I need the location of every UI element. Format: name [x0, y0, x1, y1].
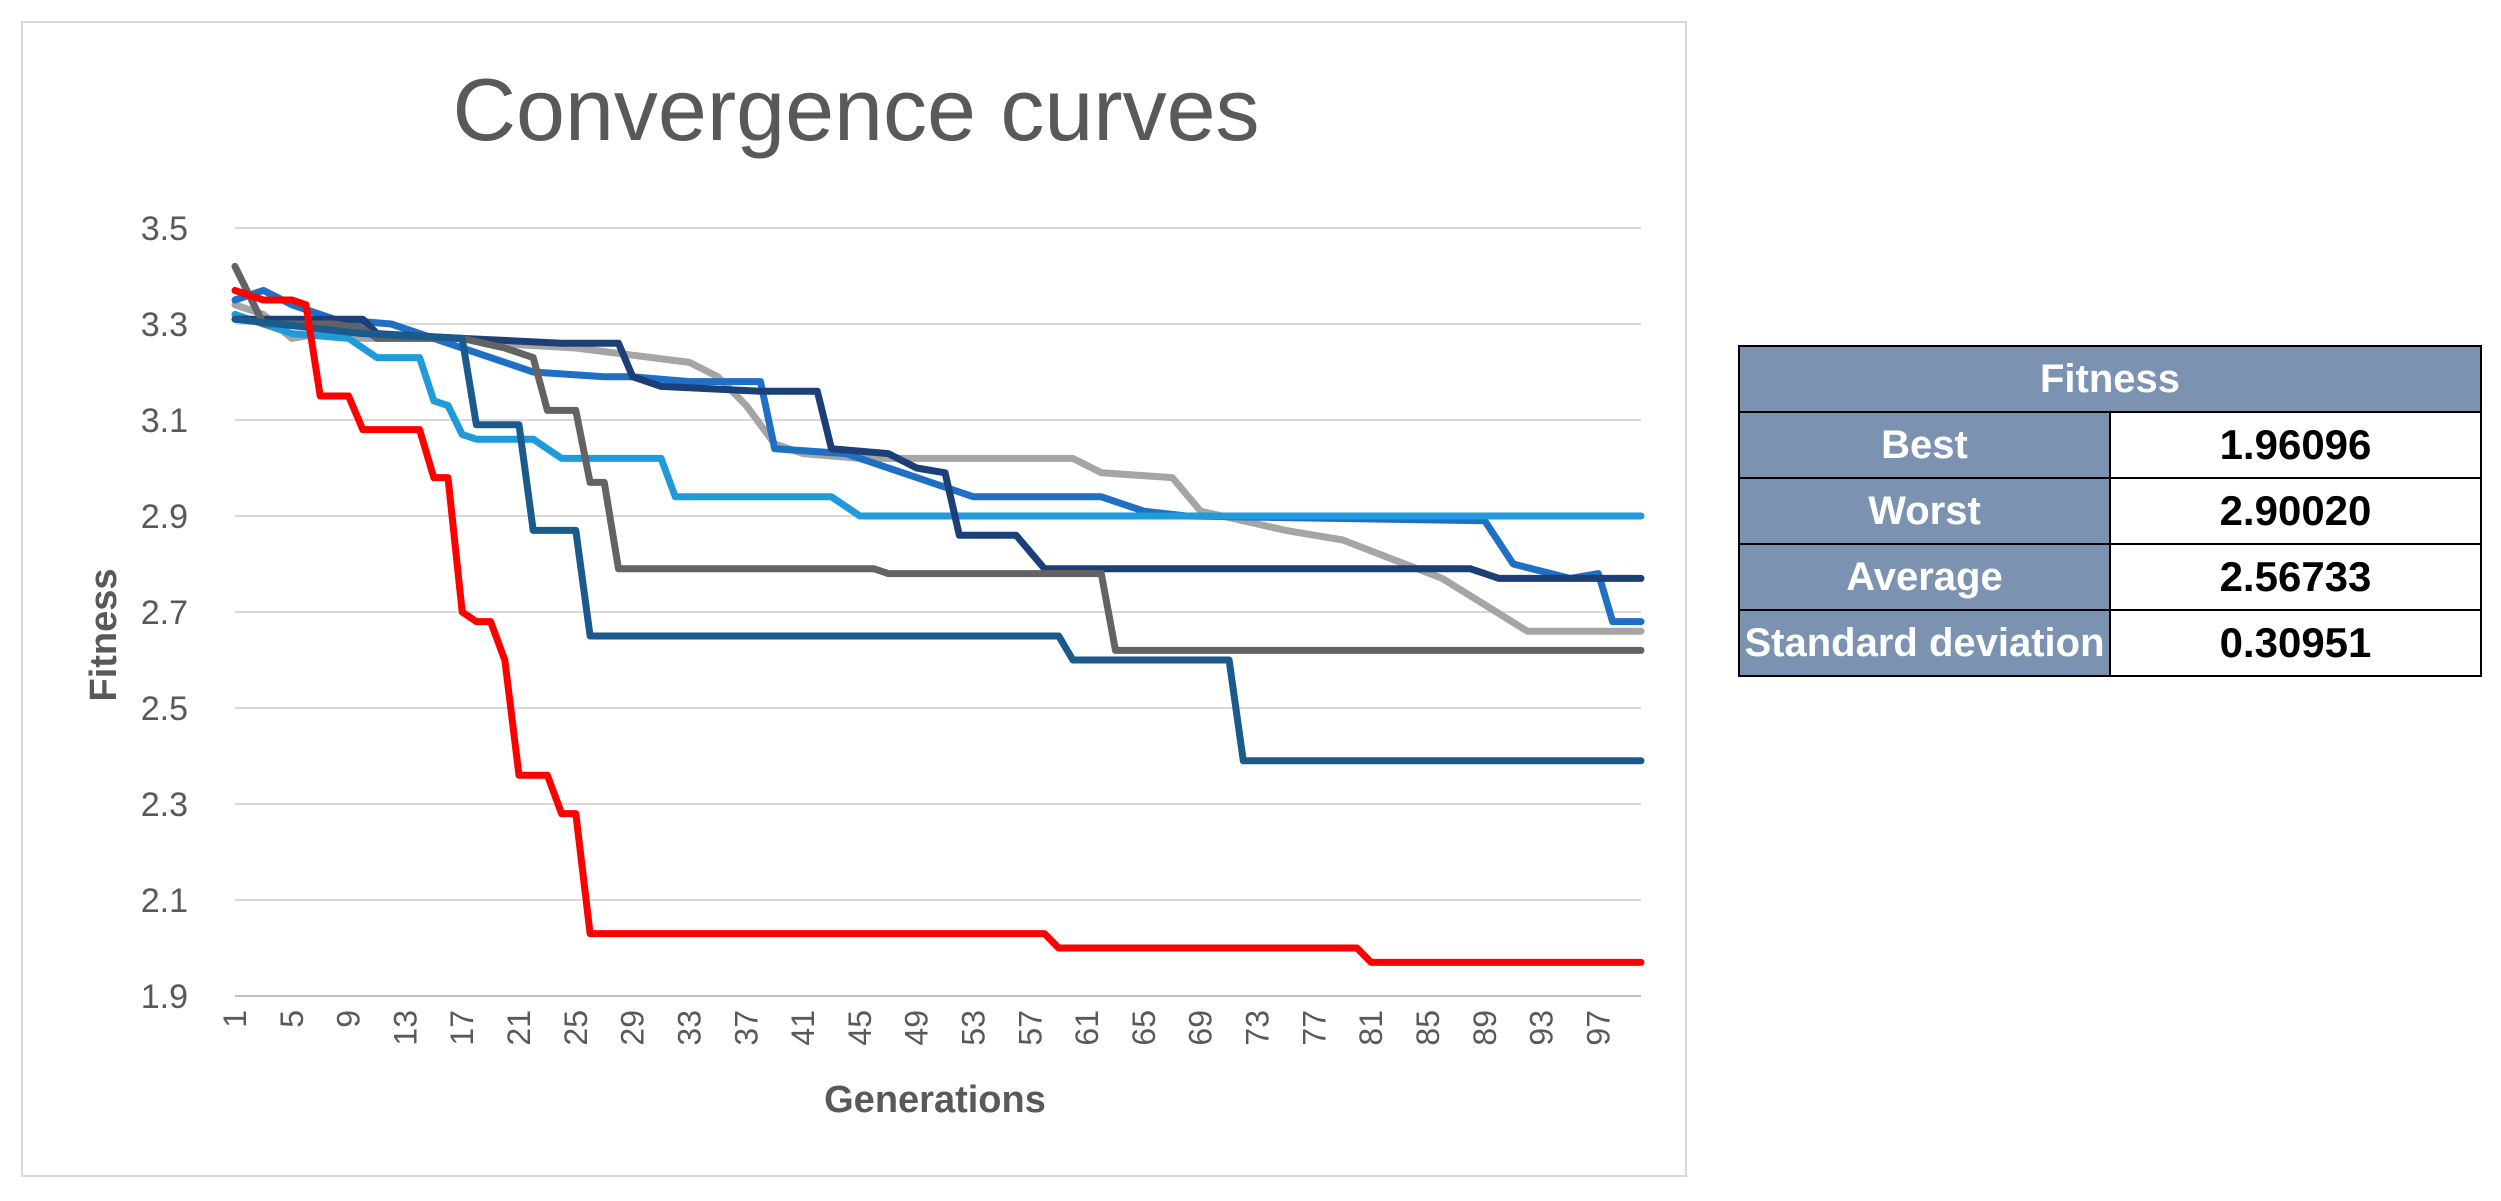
row-value: 0.30951: [2109, 609, 2482, 677]
y-tick-label: 2.5: [141, 690, 188, 728]
chart-frame: Convergence curves 1.9 2.1 2.3 2.5 2.7 2.9 3.1…: [21, 21, 1687, 1177]
y-tick-label: 2.9: [141, 498, 188, 536]
x-tick-label: 33: [671, 1010, 707, 1046]
x-tick-label: 25: [558, 1010, 594, 1046]
row-label: Best: [1738, 411, 2111, 479]
y-tick-label: 3.5: [141, 210, 188, 248]
x-axis-ticks: 1 5 9 13 17 21 25 29 33 37 41 45 49 53 57 61 65 69 73 77 81 8…: [217, 1010, 1616, 1046]
x-tick-label: 5: [274, 1010, 310, 1028]
x-tick-label: 53: [956, 1010, 992, 1046]
series-lines: [231, 262, 1645, 966]
x-tick-label: 13: [387, 1010, 423, 1046]
table-header-row: Fitness: [1738, 345, 2482, 413]
x-tick-label: 89: [1467, 1010, 1503, 1046]
table-row: Worst 2.90020: [1738, 477, 2482, 545]
series-line: [231, 286, 1645, 966]
x-tick-label: 29: [615, 1010, 651, 1046]
y-axis-title: Fitness: [83, 568, 125, 701]
x-tick-label: 17: [444, 1010, 480, 1046]
x-axis-title: Generations: [824, 1079, 1046, 1121]
table-header: Fitness: [1738, 345, 2482, 413]
fitness-stats-table: Fitness Best 1.96096 Worst 2.90020 Avera…: [1738, 345, 2482, 677]
x-tick-label: 21: [501, 1010, 537, 1046]
row-value: 2.56733: [2109, 543, 2482, 611]
y-tick-label: 1.9: [141, 978, 188, 1016]
row-value: 1.96096: [2109, 411, 2482, 479]
y-tick-label: 2.1: [141, 882, 188, 920]
x-tick-label: 69: [1183, 1010, 1219, 1046]
y-tick-label: 3.1: [141, 402, 188, 440]
line-chart: Convergence curves 1.9 2.1 2.3 2.5 2.7 2.9 3.1…: [83, 60, 1645, 1121]
row-label: Standard deviation: [1738, 609, 2111, 677]
y-axis-ticks: 1.9 2.1 2.3 2.5 2.7 2.9 3.1 3.3 3.5: [141, 210, 188, 1016]
x-tick-label: 73: [1240, 1010, 1276, 1046]
series-line: [231, 301, 1645, 635]
x-tick-label: 97: [1580, 1010, 1616, 1046]
x-tick-label: 77: [1296, 1010, 1332, 1046]
x-tick-label: 61: [1069, 1010, 1105, 1046]
row-label: Worst: [1738, 477, 2111, 545]
x-tick-label: 57: [1012, 1010, 1048, 1046]
chart-title: Convergence curves: [452, 60, 1259, 159]
x-tick-label: 1: [217, 1010, 253, 1028]
table-row: Best 1.96096: [1738, 411, 2482, 479]
x-tick-label: 37: [728, 1010, 764, 1046]
y-tick-label: 3.3: [141, 306, 188, 344]
x-tick-label: 65: [1126, 1010, 1162, 1046]
x-tick-label: 9: [331, 1010, 367, 1028]
y-tick-label: 2.7: [141, 594, 188, 632]
series-line: [231, 315, 1645, 582]
x-tick-label: 85: [1410, 1010, 1446, 1046]
series-line: [231, 310, 1645, 520]
x-tick-label: 81: [1353, 1010, 1389, 1046]
x-tick-label: 45: [842, 1010, 878, 1046]
row-label: Average: [1738, 543, 2111, 611]
series-line: [231, 315, 1645, 765]
row-value: 2.90020: [2109, 477, 2482, 545]
table-row: Standard deviation 0.30951: [1738, 609, 2482, 677]
y-tick-label: 2.3: [141, 786, 188, 824]
x-tick-label: 93: [1524, 1010, 1560, 1046]
table-row: Average 2.56733: [1738, 543, 2482, 611]
x-tick-label: 41: [785, 1010, 821, 1046]
x-tick-label: 49: [899, 1010, 935, 1046]
